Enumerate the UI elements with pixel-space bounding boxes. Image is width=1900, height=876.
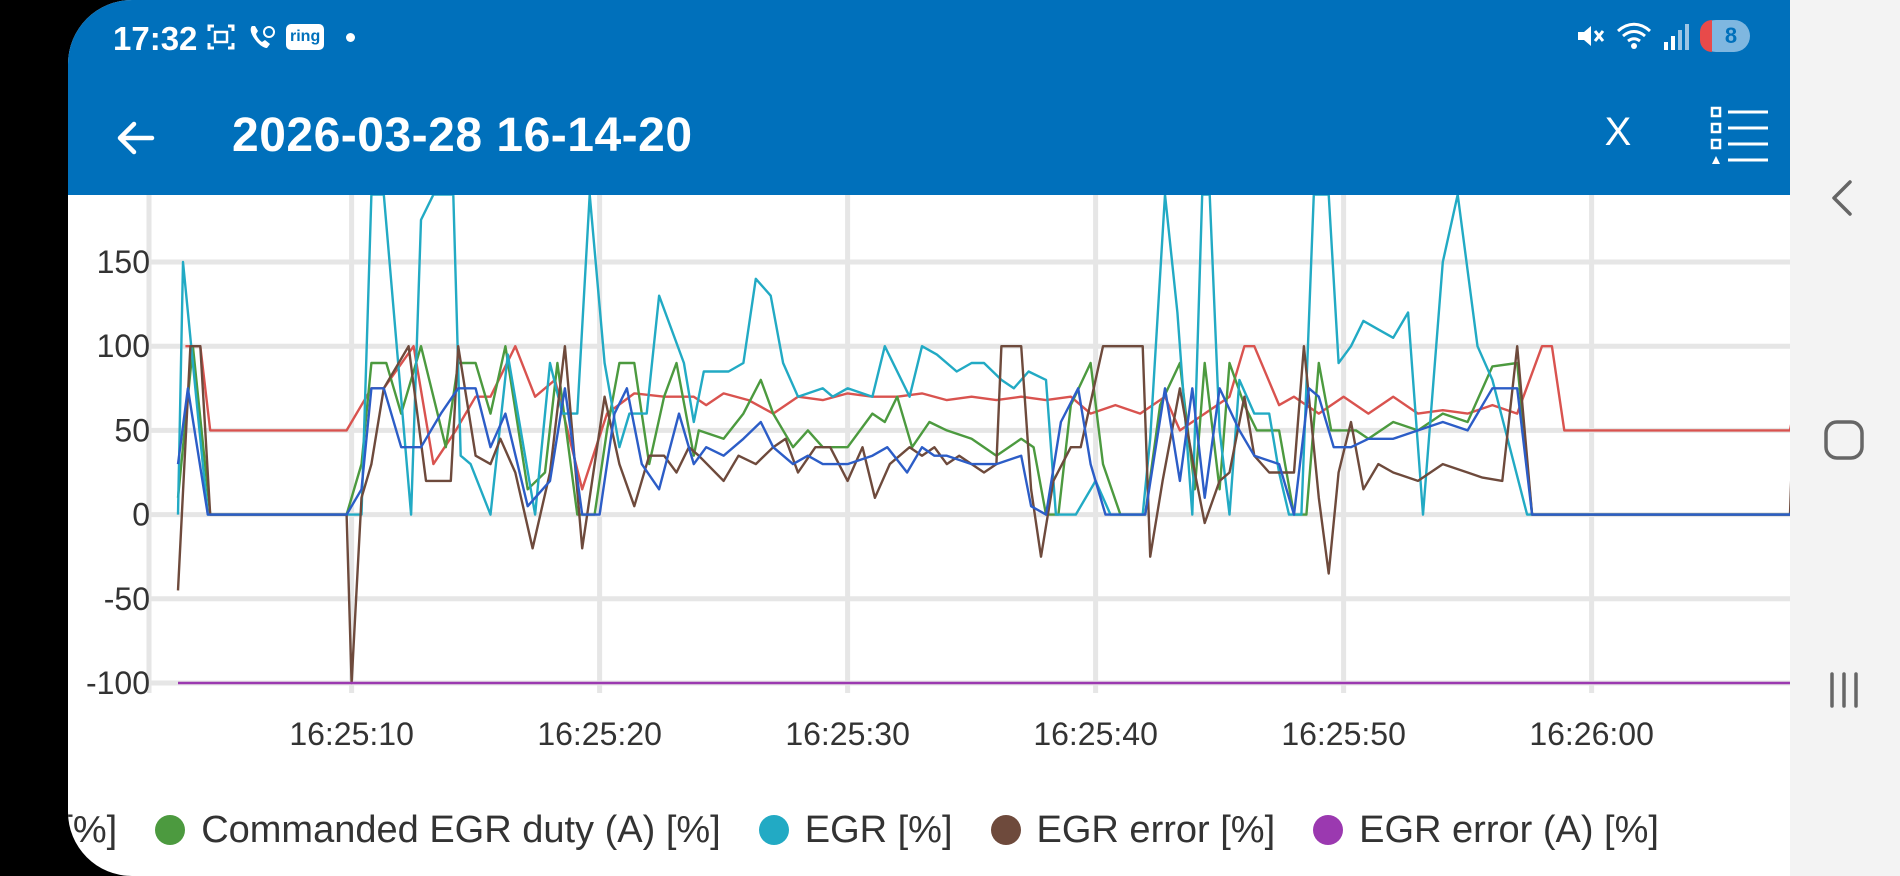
battery-indicator: 8: [1700, 20, 1750, 52]
series-line: [176, 345, 1790, 516]
legend-label: Commanded EGR duty (A) [%]: [201, 808, 721, 851]
y-axis: 150 100 50 0 -50 -100: [86, 244, 150, 701]
legend-item[interactable]: EGR error (A) [%]: [1313, 809, 1659, 852]
status-left-icons: ring: [206, 22, 356, 52]
list-settings-icon: [1710, 106, 1768, 164]
chart-legend: EGR duty [%] Commanded EGR duty (A) [%] EG…: [68, 800, 1790, 860]
page-title: 2026-03-28 16-14-20: [232, 109, 693, 162]
legend-color-dot: [758, 815, 789, 845]
ring-app-icon: ring: [286, 24, 325, 50]
nav-home-button[interactable]: [1814, 410, 1874, 470]
legend-item[interactable]: EGR duty [%]: [68, 809, 117, 852]
system-nav-bar: [1790, 0, 1900, 876]
notification-dot-icon: [346, 32, 356, 42]
series-line: [176, 345, 1790, 685]
legend-label: EGR error [%]: [1036, 808, 1276, 851]
status-right-icons: 8: [1574, 20, 1750, 52]
y-tick-label: -50: [104, 581, 150, 617]
legend-label: EGR error (A) [%]: [1359, 808, 1659, 851]
legend-item[interactable]: EGR error [%]: [990, 808, 1276, 852]
battery-level: 8: [1724, 23, 1738, 48]
x-tick-label: 16:25:10: [289, 716, 414, 752]
legend-label: EGR [%]: [804, 808, 953, 851]
chart-grid: [146, 195, 1790, 693]
series-list-button[interactable]: [1708, 102, 1772, 172]
mute-icon: [1578, 26, 1605, 46]
back-button[interactable]: [108, 110, 164, 166]
y-tick-label: 50: [114, 412, 150, 448]
nav-back-button[interactable]: [1814, 168, 1874, 228]
y-tick-label: 100: [97, 328, 150, 364]
series-line: [176, 387, 1790, 516]
y-tick-label: 150: [97, 244, 150, 280]
legend-item[interactable]: EGR [%]: [758, 808, 953, 852]
line-chart: 150 100 50 0 -50 -100 16:25:10 16:25:20 16:25:3…: [86, 195, 1790, 752]
series-line: [176, 195, 1790, 516]
x-axis: 16:25:10 16:25:20 16:25:30 16:25:40 16:25:50…: [289, 716, 1654, 752]
x-tick-label: 16:25:30: [785, 716, 910, 752]
status-time: 17:32: [113, 20, 198, 57]
x-tick-label: 16:26:00: [1529, 716, 1654, 752]
signal-icon: [1664, 24, 1689, 50]
legend-color-dot: [1313, 815, 1344, 845]
legend-row: EGR duty [%] Commanded EGR duty (A) [%] EG…: [68, 800, 1697, 860]
chart-series: [176, 195, 1790, 685]
wifi-call-icon: [250, 26, 275, 48]
series-line: [185, 345, 1790, 491]
wifi-icon: [1616, 22, 1652, 49]
legend-color-dot: [990, 815, 1021, 845]
app-screen: 17:32 ring: [68, 0, 1790, 876]
y-tick-label: 0: [132, 497, 150, 533]
legend-item[interactable]: Commanded EGR duty (A) [%]: [155, 809, 721, 852]
app-bar: 2026-03-28 16-14-20 X: [68, 80, 1790, 195]
legend-color-dot: [155, 815, 186, 845]
status-bar: 17:32 ring: [68, 0, 1790, 80]
x-axis-button[interactable]: X: [1604, 110, 1632, 154]
x-tick-label: 16:25:50: [1281, 716, 1406, 752]
nav-recents-button[interactable]: [1814, 660, 1874, 720]
legend-label: EGR duty [%]: [68, 808, 118, 851]
x-tick-label: 16:25:20: [537, 716, 662, 752]
screenshot-icon: [207, 24, 235, 50]
y-tick-label: -100: [86, 665, 150, 701]
x-tick-label: 16:25:40: [1033, 716, 1158, 752]
arrow-left-icon: [117, 121, 155, 155]
